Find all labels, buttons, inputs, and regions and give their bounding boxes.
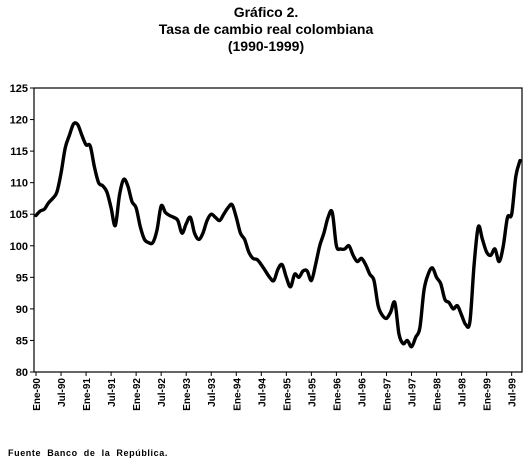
y-axis: 80 85 90 95 100 105 110 115 120 125: [10, 83, 34, 379]
x-tick-label: Jul-99: [508, 378, 519, 407]
x-tick-label: Ene-97: [382, 378, 393, 411]
chart-title-line-2: Tasa de cambio real colombiana: [158, 21, 374, 37]
y-tick-label: 120: [10, 115, 28, 127]
y-tick-label: 85: [16, 335, 28, 347]
x-tick-label: Ene-96: [332, 378, 343, 411]
x-tick-label: Ene-93: [182, 378, 193, 411]
source-note: Fuente Banco de la República.: [8, 448, 168, 458]
x-tick-label: Ene-95: [282, 378, 293, 411]
y-tick-label: 105: [10, 209, 28, 221]
x-tick-label: Jul-92: [157, 378, 168, 407]
y-tick-label: 80: [16, 367, 28, 379]
series-line: [34, 121, 522, 349]
x-tick-label: Jul-93: [207, 378, 218, 407]
x-tick-label: Jul-96: [357, 378, 368, 407]
y-tick-label: 90: [16, 304, 28, 316]
x-tick-label: Ene-99: [483, 378, 494, 411]
x-tick-label: Ene-92: [132, 378, 143, 411]
y-tick-label: 125: [10, 83, 28, 95]
y-tick-label: 115: [10, 146, 28, 158]
plot-area-frame: [33, 87, 523, 373]
y-tick-label: 95: [16, 272, 28, 284]
x-tick-label: Jul-94: [257, 378, 268, 407]
chart-title-line-3: (1990-1999): [227, 38, 305, 54]
x-tick-label: Jul-91: [107, 378, 118, 407]
x-tick-label: Ene-90: [32, 378, 43, 411]
x-tick-label: Jul-97: [408, 378, 419, 407]
x-tick-label: Ene-94: [232, 378, 243, 411]
x-tick-label: Ene-91: [82, 378, 93, 411]
x-tick-label: Jul-90: [57, 378, 68, 407]
chart-title: Gráfico 2. Tasa de cambio real colombian…: [0, 4, 532, 55]
chart-title-line-1: Gráfico 2.: [233, 4, 299, 20]
x-tick-label: Jul-98: [458, 378, 469, 407]
x-tick-label: Ene-98: [433, 378, 444, 411]
y-tick-label: 100: [10, 241, 28, 253]
y-tick-label: 110: [10, 178, 28, 190]
x-axis: Ene-90 Jul-90 Ene-91 Jul-91 Ene-92 Jul-92 Ene-…: [32, 372, 519, 411]
x-tick-label: Jul-95: [307, 378, 318, 407]
